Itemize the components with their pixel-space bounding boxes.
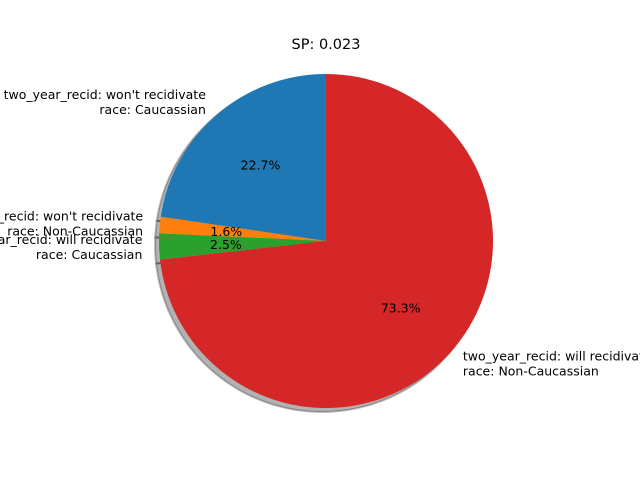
pie-percent-labels: 22.7% 1.6%2.5% 73.3% [210, 158, 421, 316]
pie-slice-label-line: two_year_recid: won't recidivate [4, 87, 207, 102]
pie-slice-3 [158, 233, 326, 260]
pie-percent-label-1: 22.7% [241, 158, 281, 173]
pie-slice-labels: two_year_recid: won't recidivate race: Ca… [0, 87, 640, 379]
pie-slice-label-line: two_year_recid: won't recidivate [0, 208, 143, 223]
pie-percent-label-2: 1.6% [210, 224, 242, 239]
pie-slice-2 [159, 216, 326, 241]
pie-percent-label-4: 73.3% [381, 300, 421, 315]
pie-slice-label-4: two_year_recid: will recidivate race: Non… [463, 349, 640, 379]
pie-slice-label-1: two_year_recid: won't recidivate race: Ca… [4, 87, 207, 117]
pie-slice-label-line: race: Non-Caucassian [7, 223, 143, 238]
pie-slice-label-line: race: Non-Caucassian [463, 364, 599, 379]
chart-title: SP: 0.023 [292, 37, 361, 53]
pie-percent-label-3: 2.5% [210, 237, 242, 252]
pie-slice-label-line: race: Caucassian [99, 102, 205, 117]
pie-slice-1 [160, 74, 326, 241]
pie-slice-label-line: two_year_recid: will recidivate [463, 349, 640, 364]
pie-slice-4 [160, 74, 494, 408]
pie-slices [158, 74, 494, 408]
pie-slice-label-line: race: Caucassian [36, 247, 142, 262]
pie-slice-label-line: two_year_recid: will recidivate [0, 232, 143, 247]
